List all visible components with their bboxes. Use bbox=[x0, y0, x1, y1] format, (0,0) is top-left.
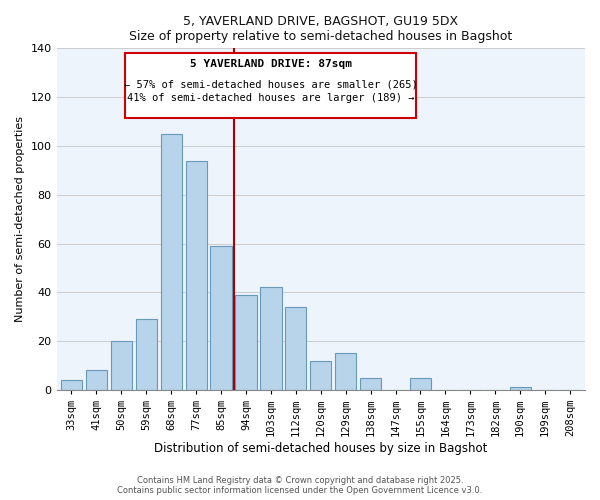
FancyBboxPatch shape bbox=[125, 54, 416, 118]
Bar bbox=[410, 378, 431, 390]
Title: 5, YAVERLAND DRIVE, BAGSHOT, GU19 5DX
Size of property relative to semi-detached: 5, YAVERLAND DRIVE, BAGSHOT, GU19 5DX Si… bbox=[129, 15, 512, 43]
Bar bbox=[136, 319, 157, 390]
Text: 5 YAVERLAND DRIVE: 87sqm: 5 YAVERLAND DRIVE: 87sqm bbox=[190, 58, 352, 68]
Bar bbox=[235, 295, 257, 390]
Bar bbox=[260, 288, 281, 390]
Bar bbox=[161, 134, 182, 390]
Bar bbox=[61, 380, 82, 390]
Bar bbox=[310, 360, 331, 390]
Bar bbox=[211, 246, 232, 390]
Bar bbox=[185, 160, 207, 390]
Text: Contains HM Land Registry data © Crown copyright and database right 2025.
Contai: Contains HM Land Registry data © Crown c… bbox=[118, 476, 482, 495]
X-axis label: Distribution of semi-detached houses by size in Bagshot: Distribution of semi-detached houses by … bbox=[154, 442, 487, 455]
Bar bbox=[86, 370, 107, 390]
Bar bbox=[360, 378, 381, 390]
Y-axis label: Number of semi-detached properties: Number of semi-detached properties bbox=[15, 116, 25, 322]
Bar bbox=[509, 388, 531, 390]
Bar bbox=[285, 307, 307, 390]
Bar bbox=[335, 354, 356, 390]
Bar bbox=[111, 341, 132, 390]
Text: ← 57% of semi-detached houses are smaller (265)
41% of semi-detached houses are : ← 57% of semi-detached houses are smalle… bbox=[124, 79, 418, 103]
